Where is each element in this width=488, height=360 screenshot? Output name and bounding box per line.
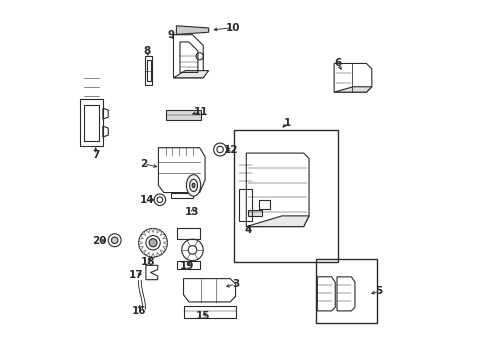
Text: 12: 12 <box>223 144 238 154</box>
Text: 14: 14 <box>140 195 154 205</box>
Polygon shape <box>157 252 160 257</box>
Text: 19: 19 <box>180 261 194 271</box>
Text: 3: 3 <box>231 279 239 289</box>
Bar <box>177 228 200 239</box>
Text: 11: 11 <box>194 107 208 117</box>
Bar <box>316 259 376 323</box>
Text: 16: 16 <box>131 306 145 316</box>
Polygon shape <box>142 231 145 235</box>
Polygon shape <box>333 87 371 92</box>
Polygon shape <box>163 247 166 250</box>
Text: 8: 8 <box>143 46 150 56</box>
Polygon shape <box>157 229 160 233</box>
Polygon shape <box>151 253 155 257</box>
Text: 15: 15 <box>196 311 210 321</box>
Text: 2: 2 <box>140 159 147 169</box>
Polygon shape <box>160 250 164 254</box>
Bar <box>233 130 337 262</box>
Text: 10: 10 <box>225 23 240 33</box>
Polygon shape <box>163 236 166 239</box>
Polygon shape <box>163 241 167 244</box>
Ellipse shape <box>186 175 201 196</box>
Text: 1: 1 <box>284 118 290 128</box>
Text: 18: 18 <box>140 257 155 267</box>
Text: 20: 20 <box>92 236 106 246</box>
Polygon shape <box>176 26 208 35</box>
Text: 9: 9 <box>167 30 174 40</box>
Polygon shape <box>151 229 155 233</box>
Circle shape <box>111 237 118 243</box>
Polygon shape <box>146 229 149 233</box>
Polygon shape <box>165 110 201 120</box>
Text: 5: 5 <box>375 286 382 296</box>
Bar <box>177 261 200 269</box>
Polygon shape <box>246 216 308 226</box>
Polygon shape <box>139 236 143 239</box>
Polygon shape <box>146 252 149 257</box>
Polygon shape <box>173 71 208 78</box>
Polygon shape <box>139 241 142 244</box>
Polygon shape <box>142 250 145 254</box>
Circle shape <box>149 239 157 247</box>
Text: 4: 4 <box>244 225 251 235</box>
Ellipse shape <box>192 183 195 188</box>
Polygon shape <box>160 231 164 235</box>
Text: 13: 13 <box>185 207 199 217</box>
Polygon shape <box>247 211 262 216</box>
Text: 6: 6 <box>333 58 341 68</box>
Polygon shape <box>139 247 143 250</box>
Text: 17: 17 <box>129 270 143 280</box>
Text: 7: 7 <box>92 150 99 160</box>
